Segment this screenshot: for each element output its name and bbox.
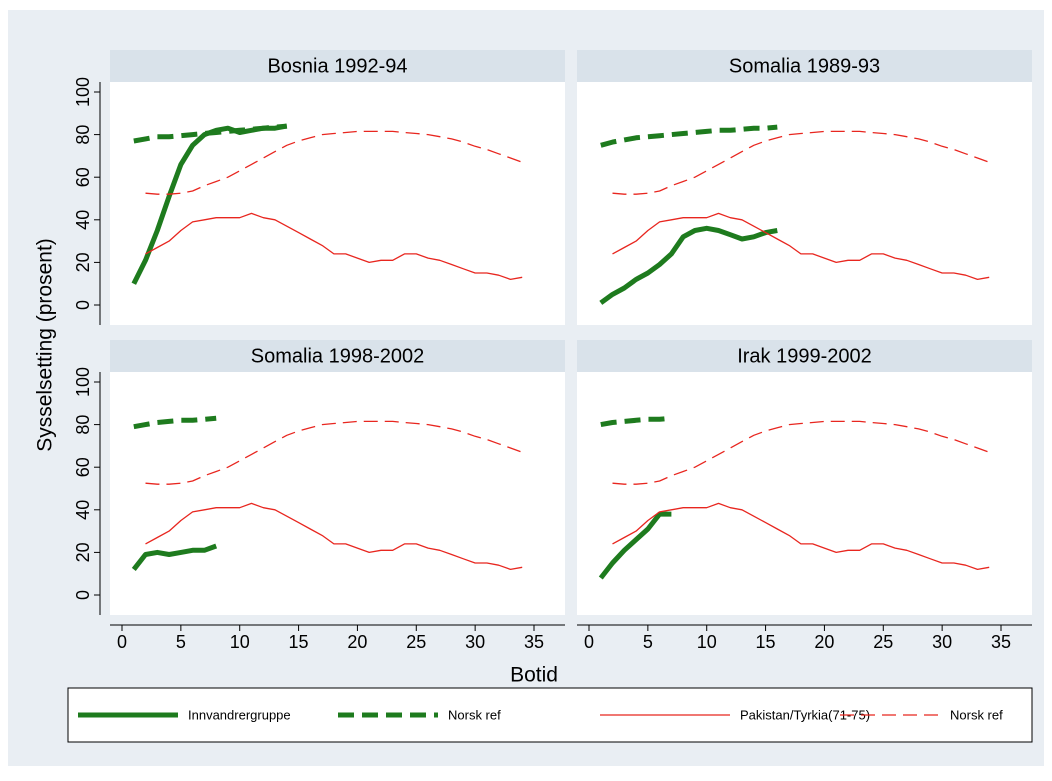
legend-label: Innvandrergruppe (188, 707, 291, 722)
series-line (145, 420, 523, 485)
x-tick-label: 15 (756, 632, 776, 652)
series-line (599, 225, 778, 305)
x-tick-label: 25 (406, 632, 426, 652)
y-tick-label: 0 (73, 300, 93, 310)
series-line (131, 543, 218, 571)
x-tick-label: 0 (584, 632, 594, 652)
legend-label: Norsk ref (448, 707, 501, 722)
series-line (145, 130, 523, 195)
x-tick-label: 30 (465, 632, 485, 652)
x-tick-label: 20 (347, 632, 367, 652)
series-line (598, 511, 672, 580)
series-line (133, 415, 217, 430)
series-line (600, 124, 778, 148)
x-tick-label: 35 (524, 632, 544, 652)
series-line (612, 420, 990, 485)
legend-label: Pakistan/Tyrkia(71-75) (740, 707, 870, 722)
panel-title: Bosnia 1992-94 (267, 55, 407, 77)
y-axis-title: Sysselsetting (prosent) (34, 238, 57, 452)
y-tick-label: 40 (73, 500, 93, 520)
plot-region (577, 82, 1032, 325)
y-tick-label: 20 (73, 252, 93, 272)
y-tick-label: 60 (73, 167, 93, 187)
series-line (145, 212, 523, 281)
x-tick-label: 5 (176, 632, 186, 652)
panel-strip (110, 50, 565, 82)
panel-strip (577, 340, 1032, 372)
legend-label: Norsk ref (950, 707, 1003, 722)
x-tick-label: 30 (932, 632, 952, 652)
x-tick-label: 15 (289, 632, 309, 652)
y-tick-label: 100 (73, 367, 93, 397)
y-tick-label: 40 (73, 210, 93, 230)
x-tick-label: 5 (643, 632, 653, 652)
panel-title: Somalia 1989-93 (729, 55, 880, 77)
y-tick-label: 80 (73, 415, 93, 435)
x-tick-label: 10 (230, 632, 250, 652)
series-line (133, 123, 288, 144)
panel-title: Irak 1999-2002 (737, 345, 872, 367)
y-tick-label: 80 (73, 125, 93, 145)
panel-strip (577, 50, 1032, 82)
x-tick-label: 25 (873, 632, 893, 652)
panel-strip (110, 340, 565, 372)
x-tick-label: 35 (991, 632, 1011, 652)
y-tick-label: 100 (73, 77, 93, 107)
series-line (600, 415, 672, 428)
x-tick-label: 20 (814, 632, 834, 652)
x-tick-label: 10 (697, 632, 717, 652)
series-line (612, 130, 990, 195)
y-tick-label: 60 (73, 457, 93, 477)
plot-region (110, 372, 565, 615)
series-line (612, 212, 990, 281)
series-line (612, 502, 990, 571)
panel-title: Somalia 1998-2002 (251, 345, 424, 367)
plot-region (110, 82, 565, 325)
x-tick-label: 0 (117, 632, 127, 652)
y-tick-label: 0 (73, 590, 93, 600)
x-axis-title: Botid (510, 664, 558, 687)
plot-region (577, 372, 1032, 615)
y-tick-label: 20 (73, 542, 93, 562)
series-line (145, 502, 523, 571)
